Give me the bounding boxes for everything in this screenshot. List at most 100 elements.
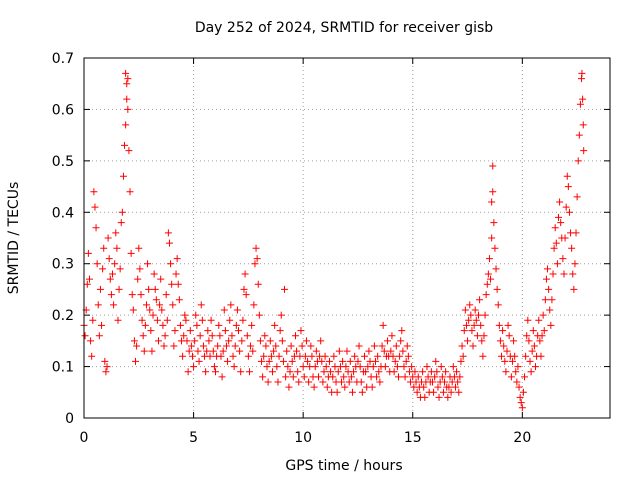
data-point (146, 306, 154, 314)
data-point (182, 316, 190, 324)
data-point (569, 270, 577, 278)
data-point (554, 213, 562, 221)
data-point (445, 383, 453, 391)
data-point (362, 368, 370, 376)
data-point (231, 342, 239, 350)
data-point (204, 327, 212, 335)
data-point (122, 69, 130, 77)
data-point (515, 383, 523, 391)
x-tick-label: 5 (189, 430, 198, 446)
data-point (294, 368, 302, 376)
data-point (260, 352, 268, 360)
data-point (129, 306, 137, 314)
data-point (550, 244, 558, 252)
data-point (380, 347, 388, 355)
data-point (329, 373, 337, 381)
data-point (119, 172, 127, 180)
data-point (435, 393, 443, 401)
data-point (473, 332, 481, 340)
data-point (187, 342, 195, 350)
data-point (155, 337, 163, 345)
data-point (168, 280, 176, 288)
data-point (196, 332, 204, 340)
data-point (527, 368, 535, 376)
y-tick-label: 0.7 (52, 51, 74, 67)
data-point (235, 327, 243, 335)
data-point (348, 388, 356, 396)
data-point (96, 285, 104, 293)
data-point (157, 275, 165, 283)
data-point (397, 337, 405, 345)
data-point (437, 363, 445, 371)
data-point (285, 383, 293, 391)
data-point (315, 373, 323, 381)
data-point (124, 75, 132, 83)
data-point (540, 327, 548, 335)
data-point (202, 368, 210, 376)
data-point (295, 378, 303, 386)
data-point (343, 347, 351, 355)
data-point (414, 373, 422, 381)
data-point (379, 321, 387, 329)
y-tick-label: 0.2 (52, 308, 74, 324)
data-point (357, 378, 365, 386)
data-point (478, 337, 486, 345)
data-point (141, 321, 149, 329)
y-tick-label: 0.3 (52, 257, 74, 273)
data-point (495, 321, 503, 329)
data-point (545, 285, 553, 293)
data-point (128, 291, 136, 299)
data-point (87, 337, 95, 345)
data-point (293, 347, 301, 355)
data-point (322, 363, 330, 371)
data-point (510, 337, 518, 345)
data-point (252, 244, 260, 252)
data-point (90, 188, 98, 196)
data-point (492, 265, 500, 273)
data-point (387, 347, 395, 355)
data-point (271, 321, 279, 329)
data-point (266, 337, 274, 345)
data-point (485, 255, 493, 263)
data-point (220, 306, 228, 314)
data-point (413, 388, 421, 396)
data-point (524, 316, 532, 324)
data-point (471, 306, 479, 314)
data-point (236, 347, 244, 355)
data-point (149, 311, 157, 319)
data-point (184, 368, 192, 376)
data-point (239, 316, 247, 324)
data-point (323, 383, 331, 391)
axis-ticks: 0 5 10 15 20 0 0.1 0.2 0.3 0.4 0.5 0.6 0.7 (52, 51, 610, 446)
data-point (453, 368, 461, 376)
data-point (282, 373, 290, 381)
data-point (140, 347, 148, 355)
data-point (286, 368, 294, 376)
data-point (513, 378, 521, 386)
data-point (374, 352, 382, 360)
x-axis-label: GPS time / hours (285, 458, 402, 474)
data-point (438, 373, 446, 381)
data-point (399, 347, 407, 355)
y-tick-label: 0 (65, 411, 74, 427)
data-point (232, 321, 240, 329)
data-point (505, 332, 513, 340)
data-point (368, 383, 376, 391)
data-point (135, 244, 143, 252)
data-point (561, 234, 569, 242)
data-point (308, 352, 316, 360)
data-point (335, 347, 343, 355)
data-point (472, 316, 480, 324)
data-point (250, 301, 258, 309)
data-point (475, 311, 482, 319)
data-point (291, 332, 299, 340)
data-point (161, 332, 169, 340)
data-point (536, 337, 544, 345)
data-point (276, 327, 284, 335)
data-point (496, 337, 504, 345)
data-point (89, 316, 97, 324)
data-point (389, 352, 397, 360)
data-point (111, 260, 119, 268)
y-tick-label: 0.1 (52, 360, 74, 376)
data-point (489, 188, 497, 196)
